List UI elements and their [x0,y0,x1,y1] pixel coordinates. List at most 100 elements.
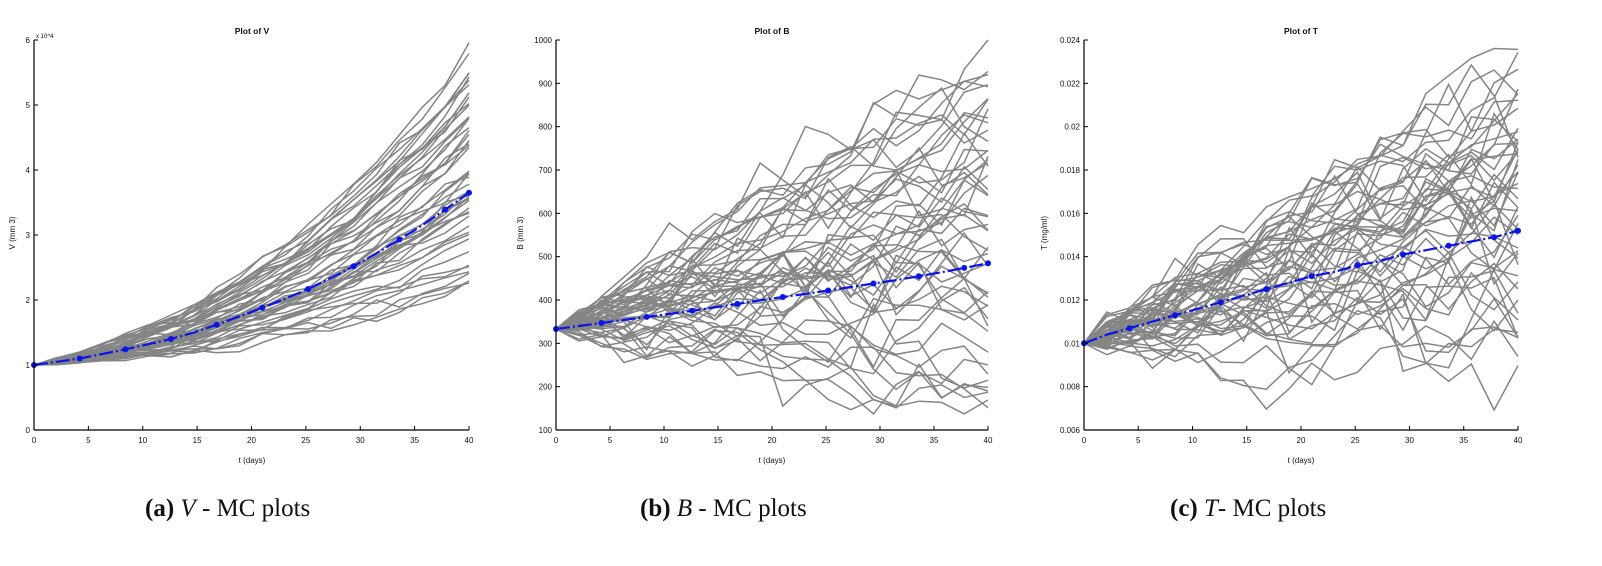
x-tick-label: 25 [1351,436,1360,445]
simulation-path [555,159,989,330]
simulation-path [555,254,989,338]
x-tick-label: 30 [1405,436,1414,445]
mean-point [466,189,472,196]
panel-b-mean [553,260,991,332]
panel-v-xlabel: t (days) [239,456,266,465]
simulation-path [33,53,470,366]
caption-b-text: - MC plots [692,495,807,522]
y-tick-label: 400 [539,296,553,305]
simulation-path [1083,68,1519,344]
panel-b-ylabel: B (mm 3) [516,216,525,249]
y-tick-label: 700 [539,166,553,175]
simulation-path [1083,171,1519,345]
panel-b-title: Plot of B [755,26,790,36]
panel-t-axes: 0 5 10 15 20 25 30 35 40 0.006 0.008 0.01 0.012 0.014… [1060,36,1523,445]
simulation-path [555,203,989,330]
panel-v-simulations [33,42,470,366]
x-tick-label: 35 [930,436,939,445]
y-tick-label: 1 [26,361,31,370]
caption-a-letter: (a) [145,495,175,522]
simulation-path [33,207,470,366]
y-tick-label: 1000 [534,36,552,45]
panel-t-ylabel: T (mg/ml) [1040,216,1049,250]
x-tick-label: 5 [1136,436,1141,445]
simulation-path [555,114,989,330]
mean-point [122,346,129,353]
panel-v-mean [31,189,472,368]
simulation-path [1083,88,1519,344]
caption-b: (b) B - MC plots [640,495,807,523]
mean-point [961,264,968,271]
mean-point [442,206,449,213]
simulation-path [33,173,470,366]
panel-t-title: Plot of T [1284,26,1319,36]
simulation-path [555,326,989,411]
mean-point [1308,273,1315,280]
y-tick-label: 800 [539,123,553,132]
mean-line [33,191,470,367]
simulation-path [555,197,989,330]
x-tick-label: 40 [1514,436,1523,445]
simulation-path [555,70,989,330]
simulation-path [555,261,989,330]
x-tick-label: 35 [410,436,419,445]
x-tick-label: 10 [138,436,147,445]
y-tick-label: 5 [26,101,31,110]
simulation-path [1083,319,1519,411]
simulation-path [555,39,989,330]
x-tick-label: 0 [554,436,559,445]
y-tick-label: 2 [26,296,31,305]
x-tick-label: 5 [608,436,613,445]
x-tick-label: 40 [465,436,474,445]
simulation-path [555,286,989,375]
simulation-path [555,246,989,369]
y-tick-label: 0.01 [1064,339,1080,348]
panel-t-simulations [1083,47,1519,412]
simulation-path [1083,227,1519,347]
x-tick-label: 25 [822,436,831,445]
mean-point [213,321,220,328]
mean-point [1217,299,1224,306]
simulation-path [555,156,989,330]
simulation-path [33,84,470,366]
panel-b-xlabel: t (days) [759,456,786,465]
simulation-path [555,318,989,407]
simulation-path [555,231,989,340]
mean-line [555,262,989,331]
simulation-path [555,209,989,330]
caption-a-var: V [180,495,196,522]
y-tick-label: 0.014 [1060,253,1081,262]
panel-b-axes: 0 5 10 15 20 25 30 35 40 100 200 300 400 500 600 700 800… [534,36,993,445]
mean-point [1491,234,1498,241]
x-tick-label: 0 [1082,436,1087,445]
x-tick-label: 40 [984,436,993,445]
simulation-path [1083,171,1519,344]
caption-c-letter: (c) [1170,495,1198,522]
mean-point [305,286,312,292]
panel-b: Plot of B 0 5 10 15 20 25 30 35 40 100 200 300 400 50… [516,26,993,465]
simulation-path [555,83,989,330]
y-tick-label: 6 [26,36,31,45]
y-tick-label: 0.006 [1060,426,1081,435]
y-tick-label: 4 [26,166,31,175]
panel-t-xlabel: t (days) [1288,456,1315,465]
y-tick-label: 0.008 [1060,383,1081,392]
x-tick-label: 10 [1188,436,1197,445]
simulation-path [33,116,470,366]
simulation-path [1083,47,1519,344]
simulation-path [555,302,989,408]
simulation-path [1083,269,1519,364]
panel-v-title: Plot of V [235,26,270,36]
simulation-path [1083,149,1519,344]
caption-c-text: - MC plots [1217,495,1327,522]
caption-b-letter: (b) [640,495,671,522]
caption-a: (a) V - MC plots [145,495,310,523]
simulation-path [33,92,470,366]
mean-point [734,300,741,307]
caption-b-var: B [676,495,693,522]
simulation-path [33,79,470,366]
simulation-path [555,327,989,415]
mean-point [1263,286,1270,293]
x-tick-label: 35 [1459,436,1468,445]
caption-c-var: T [1204,495,1218,522]
